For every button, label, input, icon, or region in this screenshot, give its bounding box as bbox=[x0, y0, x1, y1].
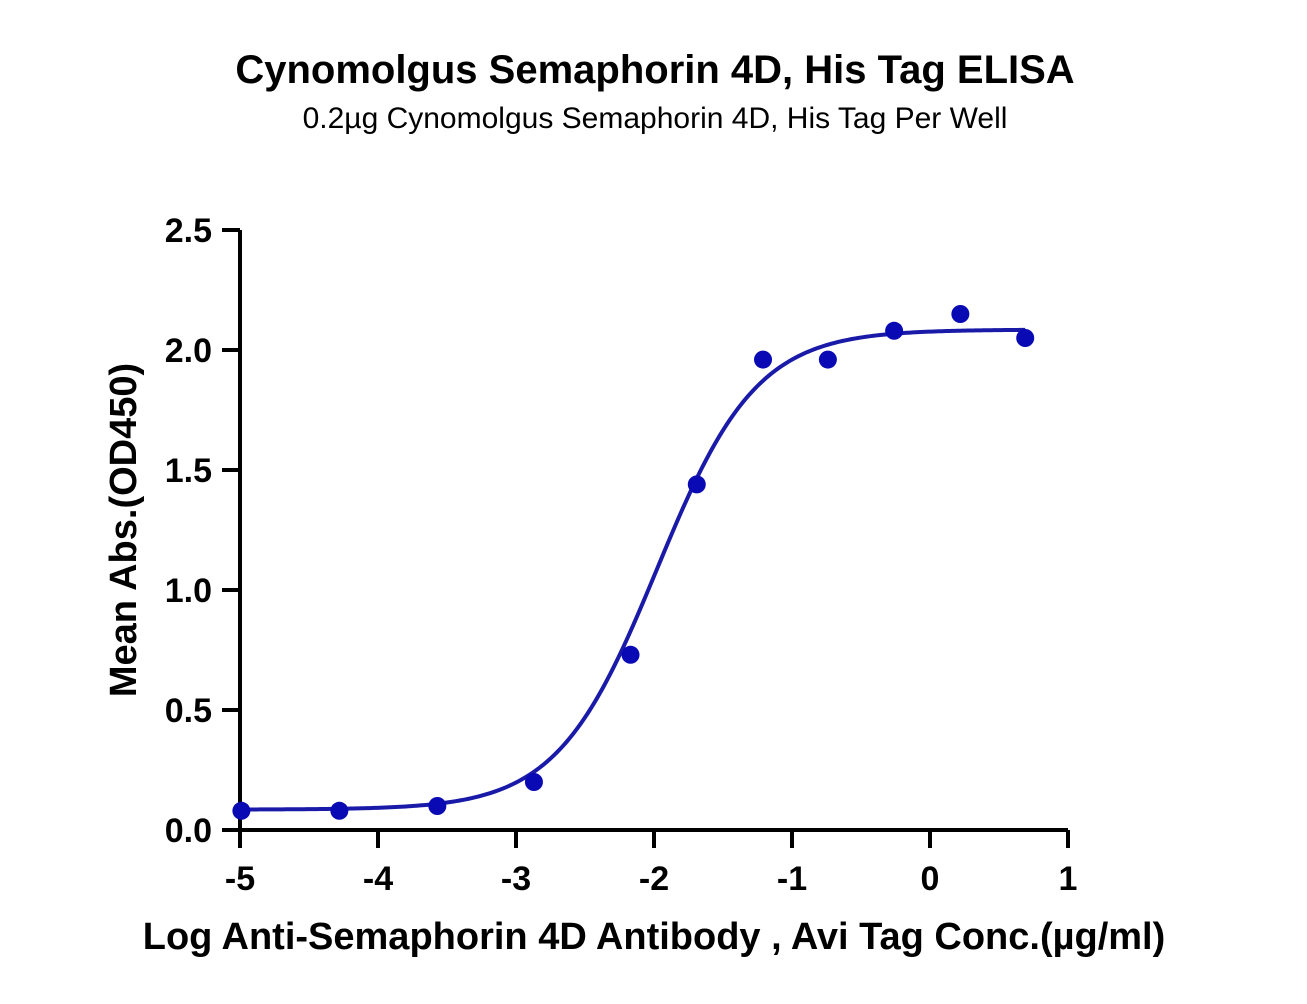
x-axis-ticks: -5 -4 -3 -2 -1 0 1 bbox=[225, 830, 1078, 898]
y-tick-label: 2.0 bbox=[165, 332, 212, 370]
x-tick-label: 0 bbox=[921, 860, 940, 898]
y-tick-label: 1.5 bbox=[165, 452, 212, 490]
data-point bbox=[621, 645, 640, 664]
y-tick-label: 1.0 bbox=[165, 572, 212, 610]
x-tick-label: -1 bbox=[777, 860, 807, 898]
axes bbox=[238, 230, 1068, 832]
fit-curve bbox=[241, 327, 1026, 812]
data-point bbox=[1016, 329, 1035, 347]
data-point bbox=[754, 350, 773, 369]
y-axis-label: Mean Abs.(OD450) bbox=[103, 363, 145, 697]
data-point bbox=[428, 797, 447, 815]
chart-subtitle: 0.2µg Cynomolgus Semaphorin 4D, His Tag … bbox=[303, 102, 1008, 135]
data-point bbox=[524, 773, 543, 791]
y-tick-label: 0.0 bbox=[165, 812, 212, 850]
data-point bbox=[232, 801, 251, 820]
data-point bbox=[951, 305, 970, 323]
data-point bbox=[330, 801, 349, 820]
x-tick-label: -2 bbox=[639, 860, 669, 898]
y-tick-label: 0.5 bbox=[165, 692, 212, 730]
x-tick-label: 1 bbox=[1059, 860, 1078, 898]
data-point bbox=[687, 475, 706, 494]
x-tick-label: -5 bbox=[225, 860, 255, 898]
data-points bbox=[232, 305, 1035, 820]
x-tick-label: -4 bbox=[363, 860, 393, 898]
y-tick-label: 2.5 bbox=[165, 212, 212, 250]
data-point bbox=[818, 350, 837, 369]
data-point bbox=[885, 321, 904, 340]
y-axis-ticks: 0.0 0.5 1.0 1.5 2.0 2.5 bbox=[165, 212, 240, 850]
chart-title: Cynomolgus Semaphorin 4D, His Tag ELISA bbox=[235, 48, 1074, 92]
x-axis-label: Log Anti-Semaphorin 4D Antibody , Avi Ta… bbox=[143, 916, 1166, 958]
x-tick-label: -3 bbox=[501, 860, 531, 898]
